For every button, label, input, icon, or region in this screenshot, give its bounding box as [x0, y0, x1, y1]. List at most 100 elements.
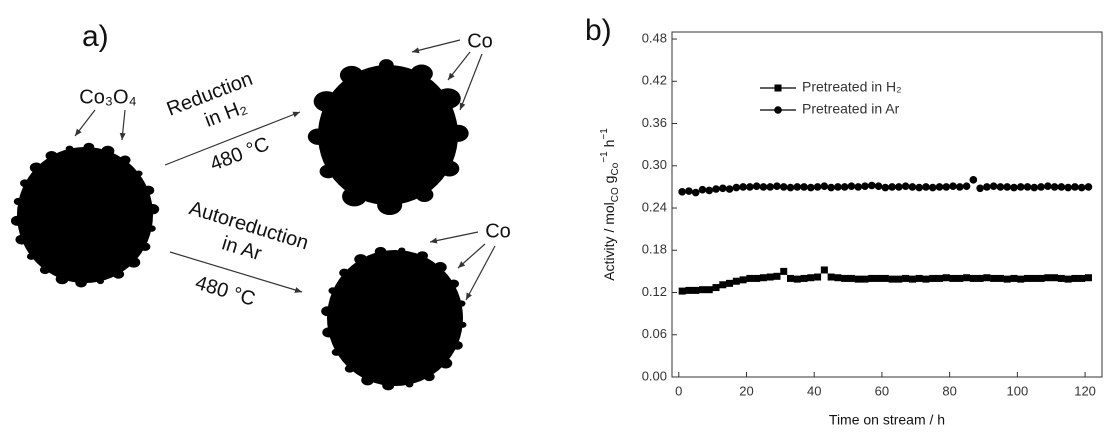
particle-bump [112, 269, 125, 279]
point [820, 266, 828, 274]
particle-bump [127, 257, 141, 268]
particle-bump [29, 162, 43, 173]
particle-bump [398, 247, 406, 254]
particle-bump [382, 380, 395, 391]
point [759, 274, 767, 282]
point [766, 273, 774, 281]
point [766, 183, 774, 191]
arrow [457, 243, 486, 269]
point [1057, 183, 1066, 191]
point [712, 185, 720, 193]
point [955, 183, 964, 191]
y-tick-label: 0.24 [642, 199, 667, 214]
point [841, 274, 849, 282]
point [949, 182, 957, 190]
particle-bump [13, 197, 23, 206]
point [786, 183, 795, 192]
product-label: Co [485, 220, 511, 242]
particle-bump [379, 59, 394, 71]
point [718, 184, 727, 193]
point [902, 274, 910, 282]
point [834, 183, 842, 191]
particle-bump [101, 145, 115, 157]
point [800, 274, 808, 282]
point [698, 185, 707, 194]
point [800, 183, 808, 191]
particle-bump [65, 145, 74, 152]
point [685, 286, 693, 294]
particle-bump [328, 287, 338, 295]
y-tick-label: 0.30 [642, 157, 667, 172]
legend-marker [774, 106, 782, 114]
point [787, 274, 795, 282]
point [969, 176, 978, 184]
particle-bump [307, 128, 329, 145]
point [962, 182, 971, 190]
particle-bump [405, 381, 414, 388]
point [692, 286, 700, 294]
point [935, 274, 943, 282]
point [807, 274, 815, 282]
particle-bump [439, 160, 460, 177]
point [1023, 183, 1032, 191]
point [983, 183, 991, 191]
point [956, 274, 964, 282]
particle-bump [458, 321, 467, 328]
y-tick-label: 0.00 [642, 368, 667, 383]
point [827, 183, 835, 192]
particle-bump [410, 64, 433, 83]
point [685, 187, 693, 195]
point [840, 183, 849, 191]
point [990, 274, 998, 282]
point [867, 181, 876, 190]
particle-bump [457, 300, 466, 307]
particle-bump [45, 150, 58, 161]
particle-bump [39, 265, 51, 275]
x-tick-label: 60 [875, 383, 889, 398]
y-axis-title-part: h [601, 140, 617, 152]
point [725, 185, 734, 193]
particle-bump [377, 194, 403, 216]
point [793, 275, 801, 283]
particle-bump [448, 279, 460, 288]
temperature-label: 480 °C [193, 272, 258, 311]
point [922, 183, 930, 191]
point [875, 274, 883, 282]
point [1057, 274, 1065, 282]
point [976, 274, 984, 282]
point [922, 275, 930, 283]
particle-bump [434, 88, 461, 109]
x-tick-label: 0 [675, 383, 682, 398]
point [888, 183, 896, 191]
y-tick-label: 0.48 [642, 30, 667, 45]
particle-bump [135, 170, 143, 177]
point [928, 183, 937, 192]
point [712, 284, 720, 292]
point [983, 274, 991, 282]
y-tick-label: 0.42 [642, 73, 667, 88]
y-axis-title: Activity / molCO gCo−1 h−1 [599, 128, 621, 281]
y-axis-title-part: −1 [599, 151, 610, 163]
x-tick-label: 40 [807, 383, 821, 398]
particle-bump [147, 225, 156, 232]
point [868, 274, 876, 282]
diagram: a) Co₃O₄ Reduction in H₂ 480 °C Autoredu… [10, 20, 511, 391]
point [814, 273, 822, 281]
particle-bump [15, 234, 28, 245]
point [895, 275, 903, 283]
point [732, 183, 741, 192]
particle-bump [361, 375, 375, 386]
point [942, 183, 951, 191]
y-tick-label: 0.18 [642, 242, 667, 257]
particle-bump [10, 215, 24, 226]
temperature-label: 480 °C [207, 133, 272, 176]
point [895, 183, 903, 191]
point [1037, 183, 1045, 191]
particle-bump [344, 364, 355, 373]
point [861, 275, 869, 283]
point [1078, 274, 1086, 282]
point [1030, 183, 1039, 192]
point [874, 182, 883, 190]
point [1064, 183, 1072, 192]
point [969, 274, 977, 282]
